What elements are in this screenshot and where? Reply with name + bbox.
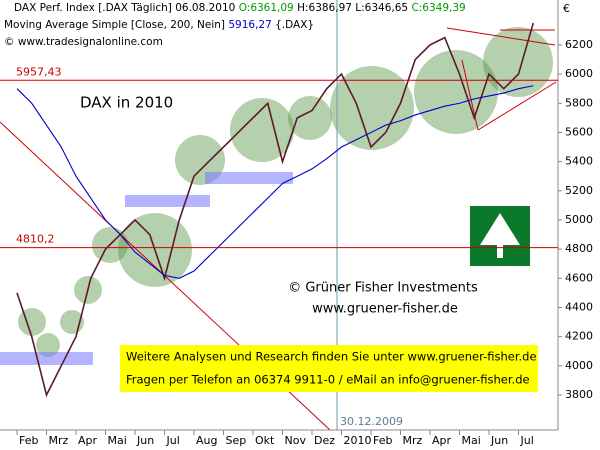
x-tick-label: Mrz: [49, 434, 69, 447]
currency: €: [563, 2, 570, 15]
header-line3: © www.tradesignalonline.com: [4, 36, 163, 48]
highlight-boxes: [0, 172, 293, 365]
x-tick-label: Feb: [19, 434, 38, 447]
y-tick-label: 5800: [565, 96, 593, 109]
x-tick-label: Apr: [432, 434, 452, 447]
plot: [16, 22, 535, 398]
company: © Grüner Fisher Investments: [288, 281, 478, 296]
info-box: [120, 345, 538, 392]
y-tick-label: 5400: [565, 155, 593, 168]
x-tick-label: Dez: [314, 434, 335, 447]
x-tick-label: Mrz: [403, 434, 423, 447]
x-tick-label: Mai: [108, 434, 127, 447]
logo-trunk: [497, 245, 503, 258]
y-tick-label: 4200: [565, 330, 593, 343]
box: [125, 195, 210, 207]
x-tick-label: Sep: [226, 434, 247, 447]
x-tick-label: Feb: [373, 434, 392, 447]
level-label: 4810,2: [16, 233, 55, 246]
x-tick-label: 2010: [344, 434, 372, 447]
y-tick-label: 5000: [565, 213, 593, 226]
header-line2: Moving Average Simple [Close, 200, Nein]…: [4, 19, 314, 31]
x-tick-label: Mai: [462, 434, 481, 447]
website: www.gruener-fisher.de: [312, 302, 458, 317]
highlight-circles: [18, 27, 553, 357]
y-tick-label: 6200: [565, 38, 593, 51]
header-ma-symbol: {.DAX}: [275, 19, 314, 31]
header-close: C:6349,39: [411, 2, 465, 14]
y-tick-label: 3800: [565, 388, 593, 401]
trend-line: [477, 81, 557, 131]
y-tick-label: 5200: [565, 184, 593, 197]
x-tick-label: Jul: [166, 434, 180, 447]
x-tick-label: Okt: [255, 434, 275, 447]
circle: [288, 96, 332, 140]
header-open: O:6361,09: [239, 2, 294, 14]
circle: [18, 308, 46, 336]
header-high-low: H:6386,97 L:6346,65: [297, 2, 408, 14]
trend-line: [446, 27, 556, 46]
date-marker-label: 30.12.2009: [340, 415, 403, 428]
y-tick-label: 4800: [565, 242, 593, 255]
circle: [483, 27, 553, 97]
box: [0, 352, 93, 365]
x-tick-label: Jun: [490, 434, 508, 447]
series-line: [16, 85, 534, 279]
chart-title: DAX in 2010: [80, 94, 173, 112]
level-label: 5957,43: [16, 65, 62, 78]
header-text: DAX Perf. Index [.DAX Täglich] 06.08.201…: [14, 2, 235, 14]
y-tick-label: 4600: [565, 271, 593, 284]
header-ma-value: 5916,27: [228, 19, 271, 31]
series-line: [16, 22, 535, 398]
y-tick-label: 4400: [565, 300, 593, 313]
logo-tree: [480, 213, 520, 245]
x-tick-label: Nov: [285, 434, 307, 447]
circle: [414, 50, 498, 134]
x-tick-label: Apr: [78, 434, 98, 447]
trend-line: [461, 59, 479, 131]
x-tick-label: Jul: [520, 434, 534, 447]
info-line: Fragen per Telefon an 06374 9911-0 / eMa…: [126, 373, 530, 387]
header-line1: DAX Perf. Index [.DAX Täglich] 06.08.201…: [14, 2, 466, 14]
x-tick-label: Aug: [196, 434, 217, 447]
y-tick-label: 4000: [565, 359, 593, 372]
y-tick-label: 5600: [565, 125, 593, 138]
y-tick-label: 6000: [565, 67, 593, 80]
x-tick-label: Jun: [136, 434, 154, 447]
circle: [330, 66, 414, 150]
circle: [36, 333, 60, 357]
header-text: Moving Average Simple [Close, 200, Nein]: [4, 19, 225, 31]
info-line: Weitere Analysen und Research finden Sie…: [126, 350, 537, 364]
box: [205, 172, 293, 184]
logo: [470, 206, 530, 266]
